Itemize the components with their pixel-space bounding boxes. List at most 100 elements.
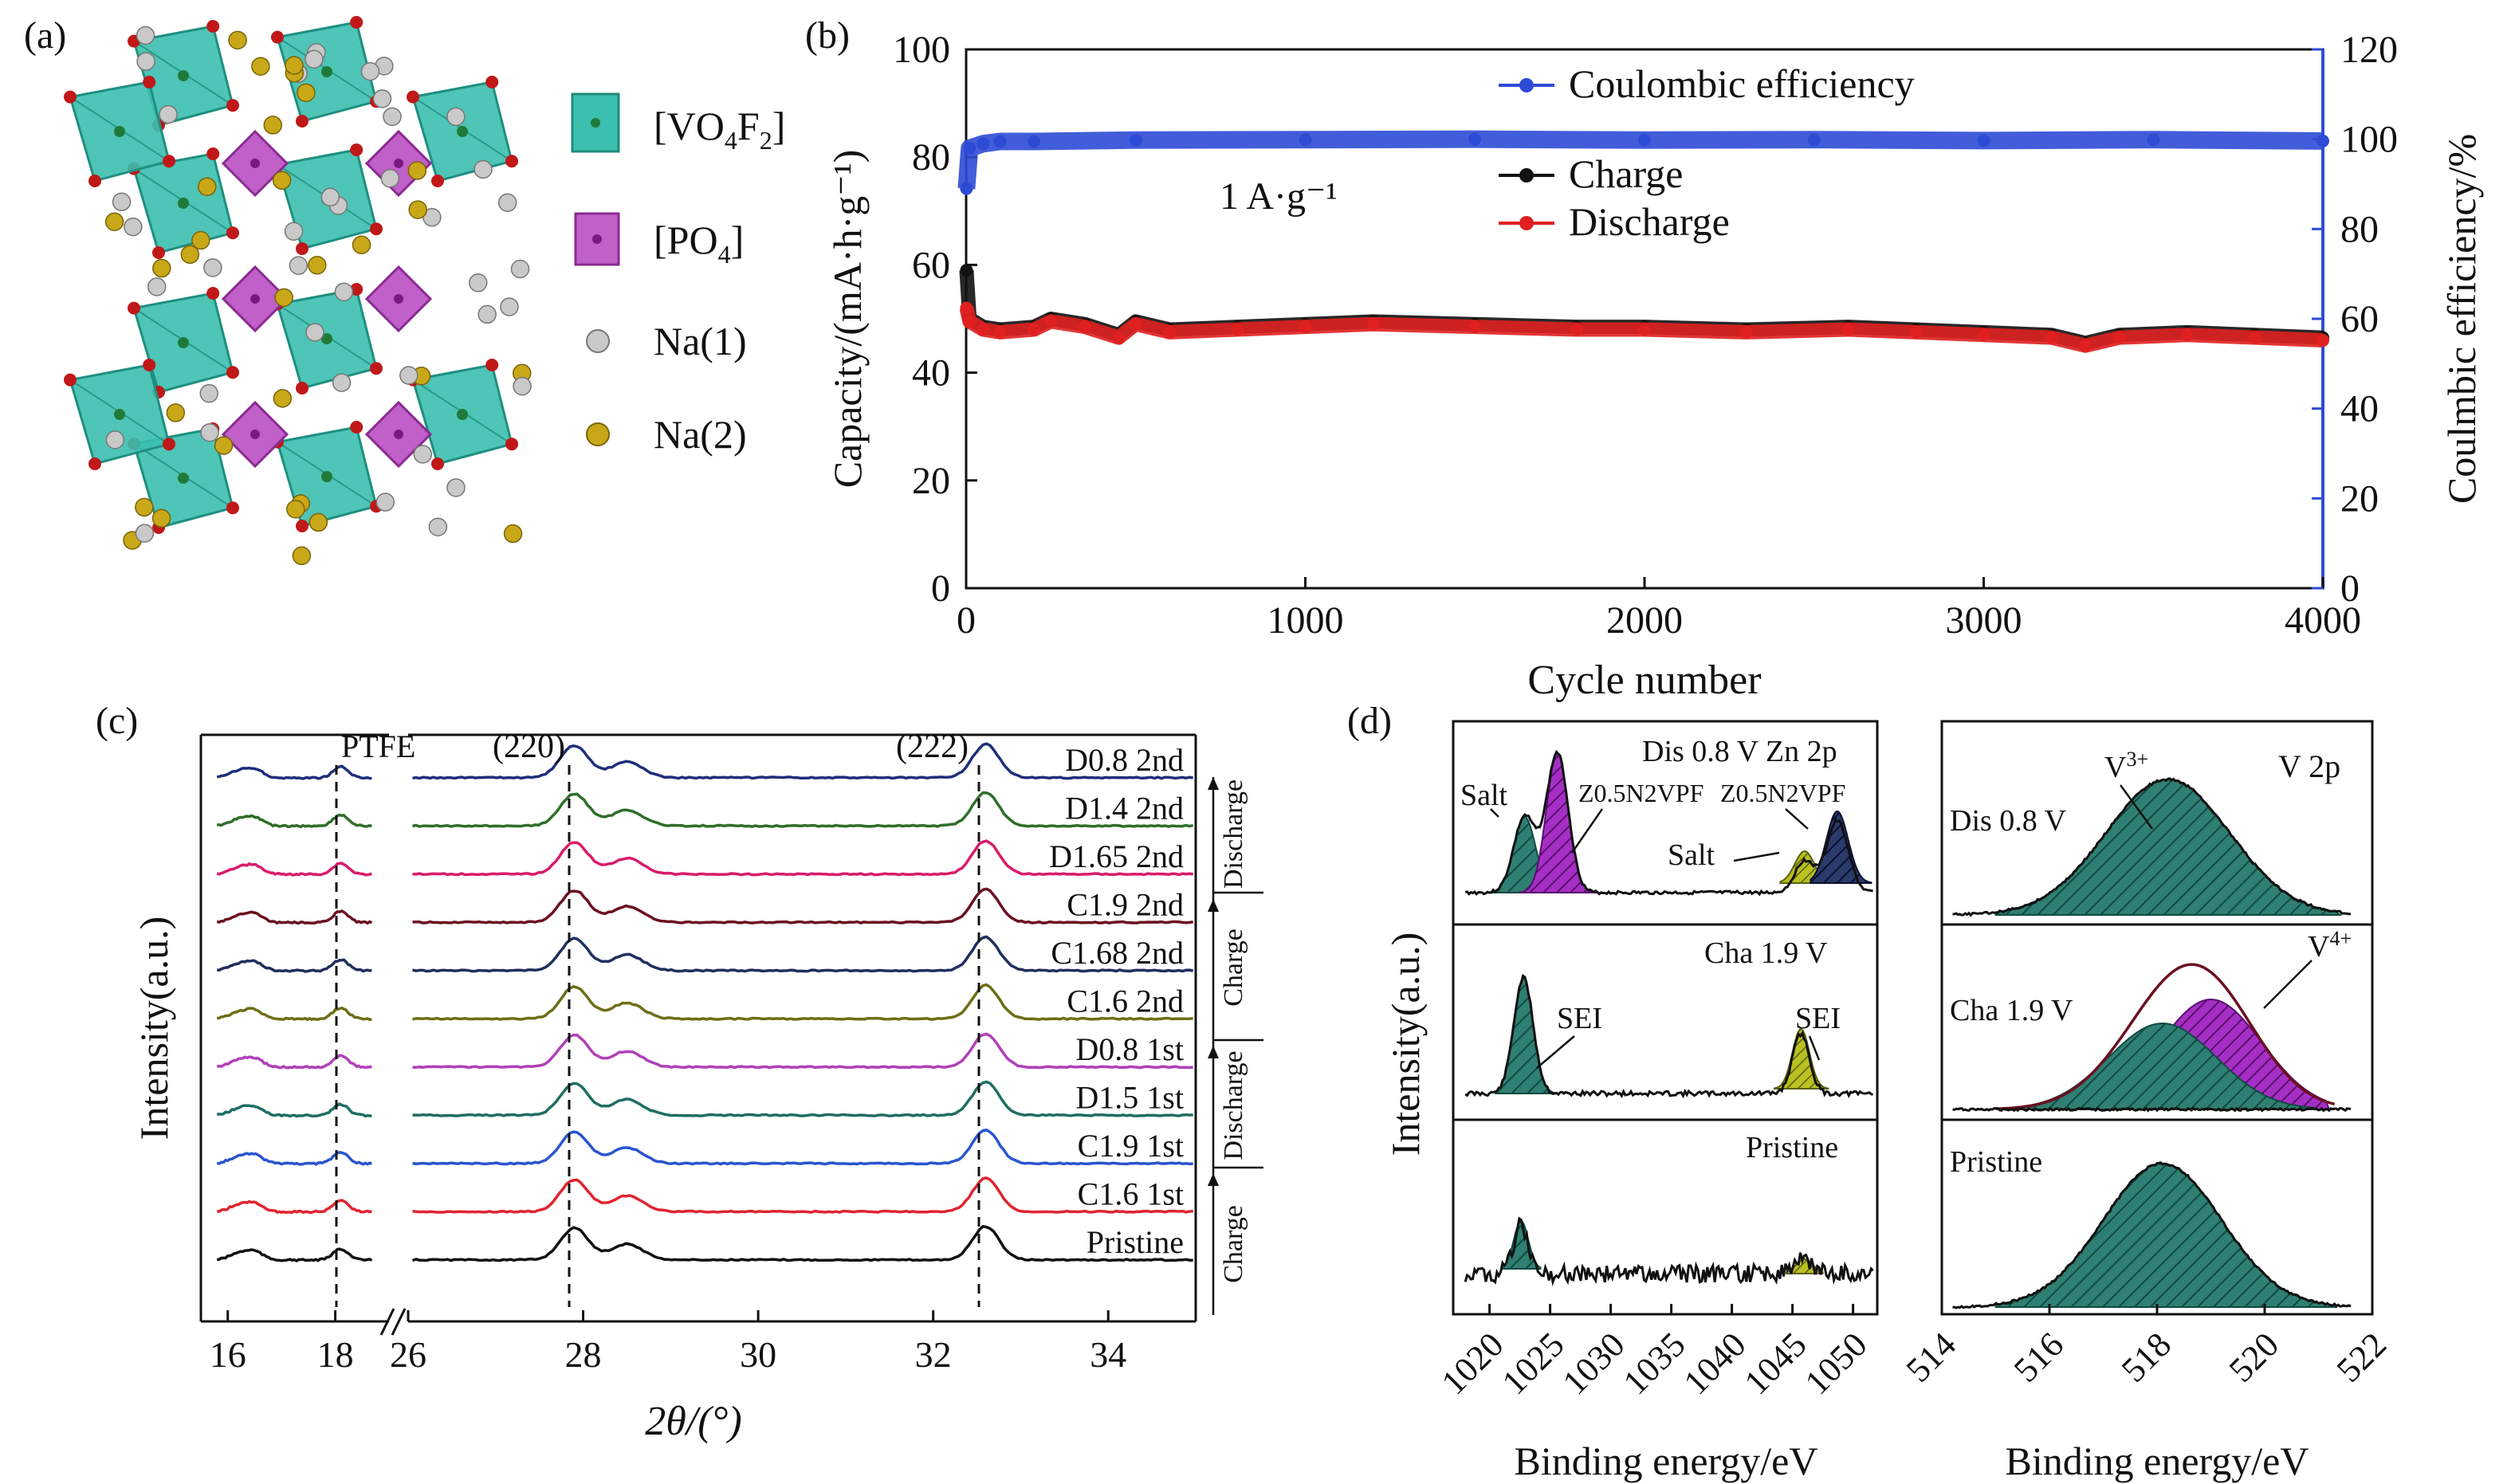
chart-b-series: [957, 130, 2329, 353]
oxygen-atom: [163, 438, 175, 451]
na2-atom: [407, 161, 427, 180]
oxygen-atom: [350, 283, 363, 296]
na1-atom: [334, 282, 354, 301]
oxygen-atom: [350, 16, 363, 29]
data-point-discharge: [2112, 331, 2126, 344]
na2-atom: [273, 389, 293, 408]
chart-c-state-brackets: Discharge Charge Discharge Charge: [1208, 777, 1263, 1315]
v4-pointer: [2263, 960, 2313, 1009]
na1-atom: [112, 192, 132, 212]
v-envelope-fit: [1995, 963, 2336, 1111]
data-point-discharge: [1841, 323, 1855, 336]
bracket-arrowhead: [1208, 1173, 1219, 1186]
oxygen-atom: [163, 155, 175, 168]
po4-label-main: [PO: [654, 218, 718, 262]
series-label: D1.65 2nd: [1049, 838, 1184, 874]
data-point-coulombic-efficiency: [976, 137, 990, 151]
annotation-222: (222): [896, 728, 969, 765]
bracket-label: Discharge: [1219, 1050, 1248, 1160]
chart-b-y-ticks-left: 0 20 40 60 80 100: [893, 29, 977, 610]
na1-atom: [468, 273, 488, 292]
vanadium-atom: [457, 409, 468, 420]
na1-atom: [446, 478, 466, 497]
series-label: D0.8 2nd: [1065, 742, 1184, 778]
legend-discharge-marker: [1519, 216, 1534, 230]
oxygen-atom: [296, 520, 308, 532]
data-point-discharge: [1468, 320, 1482, 334]
y-right-tick-label: 0: [2340, 567, 2360, 610]
vo4f2-mid: F: [737, 104, 760, 148]
na1-atom: [320, 187, 340, 207]
v-row2-v4: V4+: [2308, 927, 2352, 964]
na2-atom: [285, 56, 304, 75]
oxygen-atom: [271, 30, 284, 44]
na2-atom: [352, 235, 371, 254]
chart-b-ylabel-left: Capacity/(mA·h·g⁻¹): [825, 150, 870, 489]
na1-atom: [510, 259, 530, 279]
data-point-coulombic-efficiency: [1977, 134, 1990, 147]
zn-row2-label: Cha 1.9 V: [1704, 936, 1828, 970]
bracket-arrowhead: [1208, 899, 1219, 912]
na1-atom: [380, 169, 400, 188]
data-point-coulombic-efficiency: [1299, 133, 1312, 147]
oxygen-atom: [296, 242, 308, 255]
vanadium-atom: [114, 126, 125, 137]
series-label: C1.68 2nd: [1051, 935, 1184, 971]
oxygen-atom: [296, 115, 308, 128]
x-tick-label: 18: [317, 1334, 354, 1375]
x-tick-label: 518: [2114, 1325, 2179, 1389]
na2-label: Na(2): [654, 412, 747, 457]
oxygen-atom: [485, 359, 499, 371]
phosphorus-atom: [394, 294, 403, 304]
x-tick-label: 0: [957, 599, 976, 642]
xrd-trace-right: [412, 742, 1193, 780]
bracket-arrowhead: [1208, 777, 1219, 790]
na2-atom: [191, 230, 210, 250]
na2-swatch: [586, 422, 610, 446]
v-row1-label: Dis 0.8 V: [1950, 804, 2067, 838]
na2-atom: [263, 116, 283, 135]
xrd-trace-right: [412, 983, 1193, 1021]
data-point-coulombic-efficiency: [1028, 135, 1041, 148]
y-right-tick-label: 100: [2340, 119, 2398, 161]
xrd-trace-right: [412, 791, 1194, 828]
x-tick-label: 30: [740, 1334, 776, 1375]
na1-atom: [200, 422, 219, 442]
chart-c-series: D0.8 2nd D1.4 2nd D1.65 2nd C1.9 2nd C1.68 2…: [216, 742, 1194, 1263]
data-point-coulombic-efficiency: [963, 141, 976, 155]
na1-atom: [446, 107, 466, 127]
vanadium-atom: [457, 126, 468, 137]
chart-d-zn-xlabel: Binding energy/eV: [1515, 1439, 1818, 1483]
data-point-discharge: [1739, 325, 1753, 339]
vanadium-atom: [178, 70, 189, 81]
oxygen-atom: [206, 20, 220, 33]
chart-d-ylabel: Intensity(a.u.): [1383, 932, 1428, 1156]
xps-raw-trace: [1952, 1161, 2352, 1309]
bracket-label: Discharge: [1219, 779, 1248, 889]
na2-atom: [228, 30, 247, 50]
na2-atom: [152, 258, 171, 278]
chart-d-zn-panel: [1452, 720, 1879, 1316]
xrd-trace-right: [412, 887, 1193, 925]
svg-text:[PO4]: [PO4]: [654, 218, 744, 269]
y-left-tick-label: 0: [931, 567, 950, 610]
phosphorus-atom: [394, 430, 403, 439]
vanadium-atom: [114, 409, 125, 420]
chart-d-v-xlabel: Binding energy/eV: [2006, 1439, 2309, 1483]
xrd-trace-left: [217, 958, 372, 973]
na1-atom: [124, 217, 143, 237]
chart-b-frame: [965, 48, 2324, 590]
data-point-discharge: [963, 315, 976, 328]
x-tick-label: 516: [2006, 1325, 2071, 1389]
legend-na2: Na(2): [586, 412, 747, 457]
y-left-tick-label: 80: [912, 136, 950, 179]
oxygen-atom: [64, 373, 77, 387]
data-point-discharge: [993, 325, 1007, 339]
x-tick-label: 1040: [1676, 1325, 1754, 1402]
oxygen-atom: [370, 222, 383, 236]
y-right-tick-label: 120: [2340, 29, 2398, 71]
zn-sei-left: SEI: [1557, 1002, 1602, 1035]
v-row3-label: Pristine: [1950, 1145, 2042, 1179]
chart-b-x-ticks: 0 1000 2000 3000 4000: [957, 577, 2361, 642]
zn-row3-label: Pristine: [1746, 1131, 1838, 1164]
